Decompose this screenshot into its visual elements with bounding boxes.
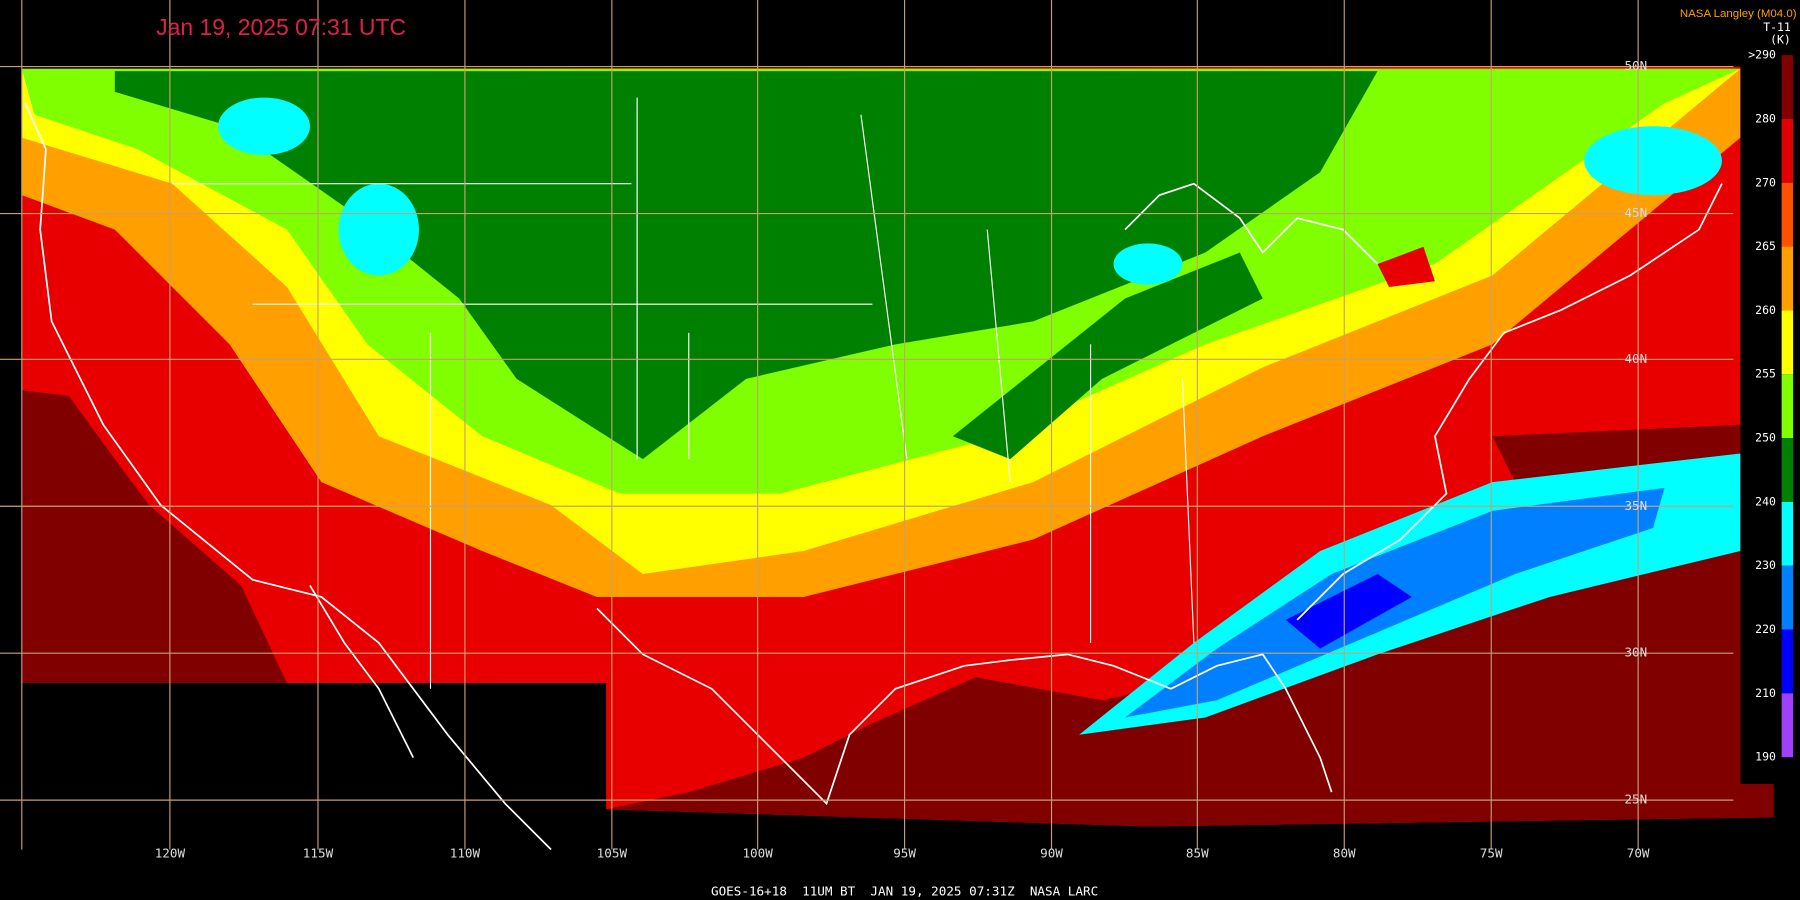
- colorbar-label: 210: [1755, 686, 1776, 700]
- longitude-label: 75W: [1480, 846, 1503, 861]
- baja-coast: [309, 585, 415, 759]
- longitude-label: 100W: [742, 846, 773, 861]
- latitude-label: 30N: [1624, 645, 1647, 660]
- colorbar-segment: [1781, 438, 1794, 502]
- colorbar-segment: [1781, 118, 1794, 183]
- latitude-label: 50N: [1624, 58, 1647, 73]
- colorbar-segment: [1781, 246, 1794, 311]
- source: NASA Langley (M04.0): [1680, 8, 1797, 20]
- graticule: [0, 0, 1734, 850]
- longitude-label: 95W: [893, 846, 916, 861]
- colorbar-label: 280: [1755, 111, 1776, 125]
- band-dark-green-east: [952, 252, 1263, 460]
- longitude-label: 110W: [450, 846, 481, 861]
- colorbar-label: 265: [1755, 239, 1776, 253]
- band-dark-green: [114, 71, 1378, 460]
- colorbar-segment: [1781, 310, 1794, 375]
- longitude-label: 80W: [1333, 846, 1356, 861]
- colorbar-segment: [1781, 182, 1794, 247]
- colorbar-segment: [1781, 501, 1794, 566]
- cold-cloud: [338, 183, 420, 276]
- colorbar-label: 270: [1755, 175, 1776, 189]
- warm-lake: [1377, 246, 1435, 287]
- colorbar-label: 240: [1755, 494, 1776, 508]
- longitude-label: 90W: [1040, 846, 1063, 861]
- latitude-label: 40N: [1624, 351, 1647, 366]
- cold-ocean-west: [21, 390, 287, 684]
- colorbar-segment: [1781, 629, 1794, 694]
- imagery: [21, 66, 1774, 827]
- colorbar-label: 250: [1755, 431, 1776, 445]
- colorbar-label: >290: [1748, 48, 1776, 62]
- colorbar-label: 220: [1755, 622, 1776, 636]
- latitude-label: 25N: [1624, 792, 1647, 807]
- state-lines: [172, 97, 1195, 689]
- great-lakes: [1124, 182, 1379, 265]
- longitude-label: 120W: [155, 846, 186, 861]
- gulf-coast: [596, 607, 1333, 806]
- colorbar-label: 255: [1755, 367, 1776, 381]
- colorbar-segment: [1781, 374, 1794, 439]
- channel: T-11: [1763, 20, 1791, 34]
- longitude-label: 105W: [597, 846, 628, 861]
- footer: GOES-16+18 11UM BT JAN 19, 2025 07:31Z N…: [711, 883, 1098, 898]
- colorbar-label: 260: [1755, 303, 1776, 317]
- latitude-label: 45N: [1624, 205, 1647, 220]
- warm-ocean-southeast: [606, 424, 1774, 827]
- cold-cloud: [1113, 243, 1183, 285]
- coldest-cloud: [1285, 573, 1412, 649]
- colorbar-label: 230: [1755, 558, 1776, 572]
- longitude-label: 85W: [1186, 846, 1209, 861]
- cold-cloud: [1584, 126, 1722, 196]
- title: Jan 19, 2025 07:31 UTC: [156, 14, 406, 40]
- latitude-label: 35N: [1624, 498, 1647, 513]
- unit: (K): [1770, 33, 1791, 47]
- labels: 120W 115W 110W 105W 100W 95W 90W 85W 80W 75W 70W 50…: [155, 58, 1650, 861]
- colorbar-label: 190: [1755, 750, 1776, 764]
- colorbar-segment: [1781, 693, 1794, 758]
- colorbar-segment: [1781, 55, 1794, 119]
- coastlines: [24, 97, 1723, 851]
- east-coast: [1296, 183, 1723, 621]
- cold-cloud: [218, 97, 310, 155]
- colorbar-segment: [1781, 565, 1794, 630]
- longitude-label: 70W: [1627, 846, 1650, 861]
- longitude-label: 115W: [303, 846, 334, 861]
- west-coast: [24, 102, 552, 851]
